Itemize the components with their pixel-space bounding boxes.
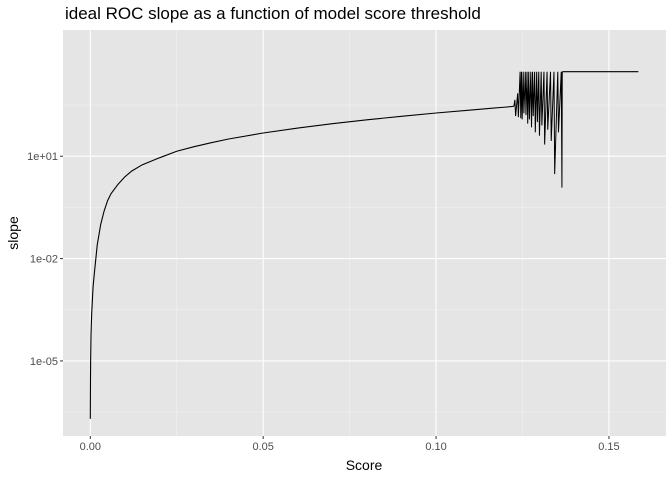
- y-axis-title: slope: [5, 216, 21, 250]
- x-axis-ticks: 0.00 0.05 0.10 0.15: [80, 436, 620, 453]
- x-tick-label: 0.05: [252, 441, 273, 453]
- y-axis-ticks: 1e-05 1e-02 1e+01: [27, 151, 63, 368]
- y-tick-label: 1e-02: [30, 254, 58, 266]
- x-tick-label: 0.15: [598, 441, 619, 453]
- y-tick-label: 1e+01: [27, 151, 58, 163]
- x-tick-label: 0.00: [80, 441, 101, 453]
- x-tick-label: 0.10: [425, 441, 446, 453]
- chart-title: ideal ROC slope as a function of model s…: [65, 4, 481, 23]
- slope-curve: [89, 105, 514, 419]
- slope-noisy-region: [513, 71, 563, 188]
- plot-panel: [63, 30, 666, 436]
- minor-gridlines: [63, 30, 666, 436]
- plot-lines: [89, 71, 639, 419]
- y-tick-label: 1e-05: [30, 356, 58, 368]
- x-axis-title: Score: [346, 457, 383, 473]
